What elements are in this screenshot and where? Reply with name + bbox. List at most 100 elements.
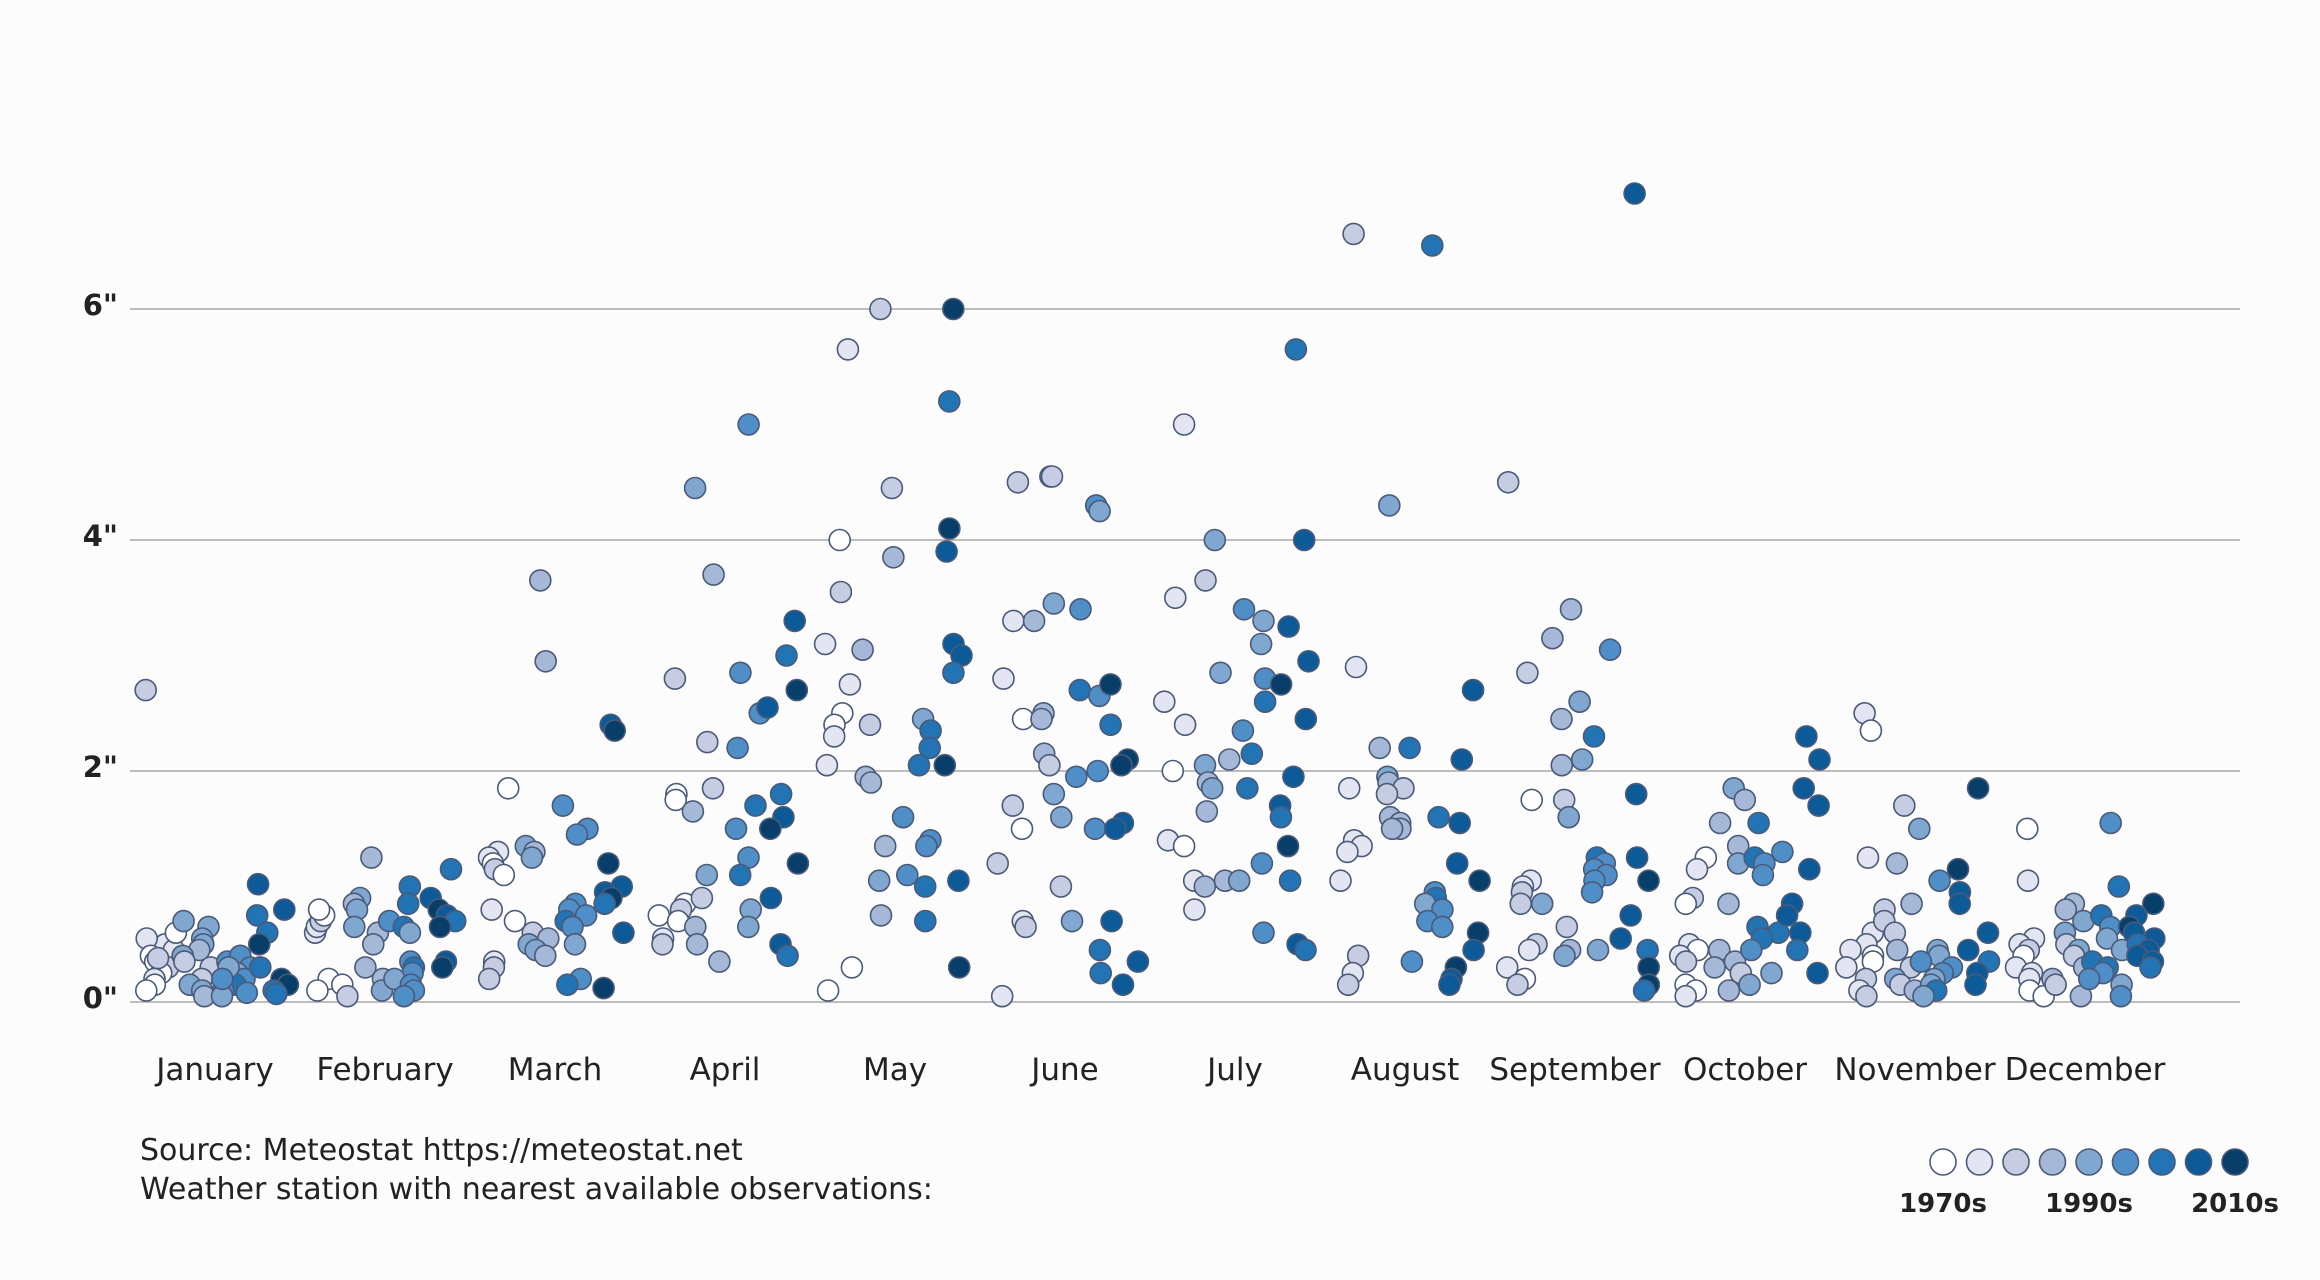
data-point [726, 736, 749, 760]
data-point [1038, 753, 1061, 777]
data-point [769, 782, 793, 806]
data-point [306, 979, 329, 1002]
data-point [783, 609, 807, 633]
y-axis-tick-labels: 0" 2" 4" 6" [83, 288, 118, 1015]
data-point [2109, 984, 2133, 1008]
data-point [1040, 465, 1064, 488]
x-tick-label-august: August [1351, 1052, 1460, 1088]
data-point [1249, 632, 1273, 656]
data-point [935, 540, 958, 563]
data-point [1126, 950, 1150, 973]
data-point [1912, 984, 1935, 1008]
x-tick-label-september: September [1489, 1052, 1661, 1088]
data-point [815, 753, 839, 777]
data-point [1336, 840, 1359, 864]
data-point [683, 476, 707, 500]
x-tick-label-march: March [508, 1052, 603, 1088]
data-point [869, 297, 892, 321]
data-point [1294, 938, 1317, 962]
data-point [354, 956, 377, 979]
data-point [398, 921, 422, 945]
y-tick-label: 6" [83, 288, 118, 322]
data-point [1431, 915, 1454, 939]
data-point [663, 667, 687, 690]
data-point [396, 892, 420, 916]
data-point [1001, 794, 1025, 817]
data-point [1517, 938, 1541, 962]
data-point [1006, 470, 1030, 494]
legend-swatch [1965, 1148, 1994, 1176]
data-point [1559, 597, 1583, 621]
data-point [1893, 794, 1916, 817]
data-point [1375, 782, 1399, 806]
data-point [647, 904, 671, 927]
data-point [1030, 707, 1053, 731]
data-point [695, 863, 719, 887]
data-point [428, 915, 452, 939]
data-point [1520, 788, 1543, 812]
legend-label: 1990s [2045, 1189, 2133, 1219]
data-point [496, 776, 520, 800]
data-point [1284, 338, 1308, 361]
data-point [1496, 470, 1520, 494]
data-point [1637, 869, 1660, 893]
data-point [2016, 817, 2039, 841]
data-point [1674, 984, 1697, 1008]
data-point [1900, 892, 1923, 916]
data-point [859, 771, 883, 794]
data-point [1100, 909, 1123, 933]
data-point [612, 921, 635, 945]
data-point [1623, 182, 1646, 205]
data-point [1110, 753, 1133, 777]
data-point [1946, 857, 1970, 881]
data-point [1099, 713, 1122, 737]
data-point [1195, 800, 1219, 823]
data-point [1674, 892, 1698, 916]
data-point [1609, 927, 1632, 950]
data-point [1516, 661, 1539, 685]
data-point [1717, 892, 1740, 916]
data-point [2139, 956, 2162, 979]
data-point [1625, 846, 1649, 869]
data-point [361, 932, 385, 956]
data-point [246, 872, 270, 896]
data-point [1964, 973, 1987, 997]
data-point [603, 719, 627, 742]
grid-layer [130, 308, 2240, 1003]
legend-swatch [2111, 1148, 2140, 1176]
data-point [947, 869, 970, 893]
data-point [1427, 805, 1450, 829]
data-point [360, 846, 383, 869]
data-point [907, 753, 931, 777]
data-point [838, 673, 862, 696]
data-point [1909, 950, 1933, 973]
data-point [1550, 753, 1574, 777]
data-point [492, 863, 516, 887]
data-point [1099, 673, 1122, 696]
data-point [1172, 834, 1196, 858]
data-point [828, 528, 852, 552]
data-point [1042, 592, 1066, 615]
data-point [1619, 904, 1642, 927]
data-point [1088, 938, 1112, 962]
data-point [986, 852, 1010, 875]
data-point [937, 390, 961, 413]
data-point [1966, 776, 1990, 800]
data-point [172, 909, 195, 933]
data-point [1948, 892, 1971, 916]
data-point [1928, 869, 1951, 893]
data-point [728, 863, 752, 887]
y-tick-label: 0" [83, 981, 118, 1015]
data-point [1738, 973, 1761, 997]
data-point [556, 973, 579, 997]
data-point [1236, 776, 1259, 800]
data-point [1297, 649, 1320, 673]
data-point [1795, 725, 1818, 748]
data-point [1088, 499, 1111, 523]
data-point [2099, 811, 2122, 835]
data-point [918, 736, 942, 760]
data-point [1448, 811, 1471, 835]
data-point [1760, 961, 1783, 985]
data-point [1445, 852, 1469, 875]
data-point [1103, 817, 1127, 841]
